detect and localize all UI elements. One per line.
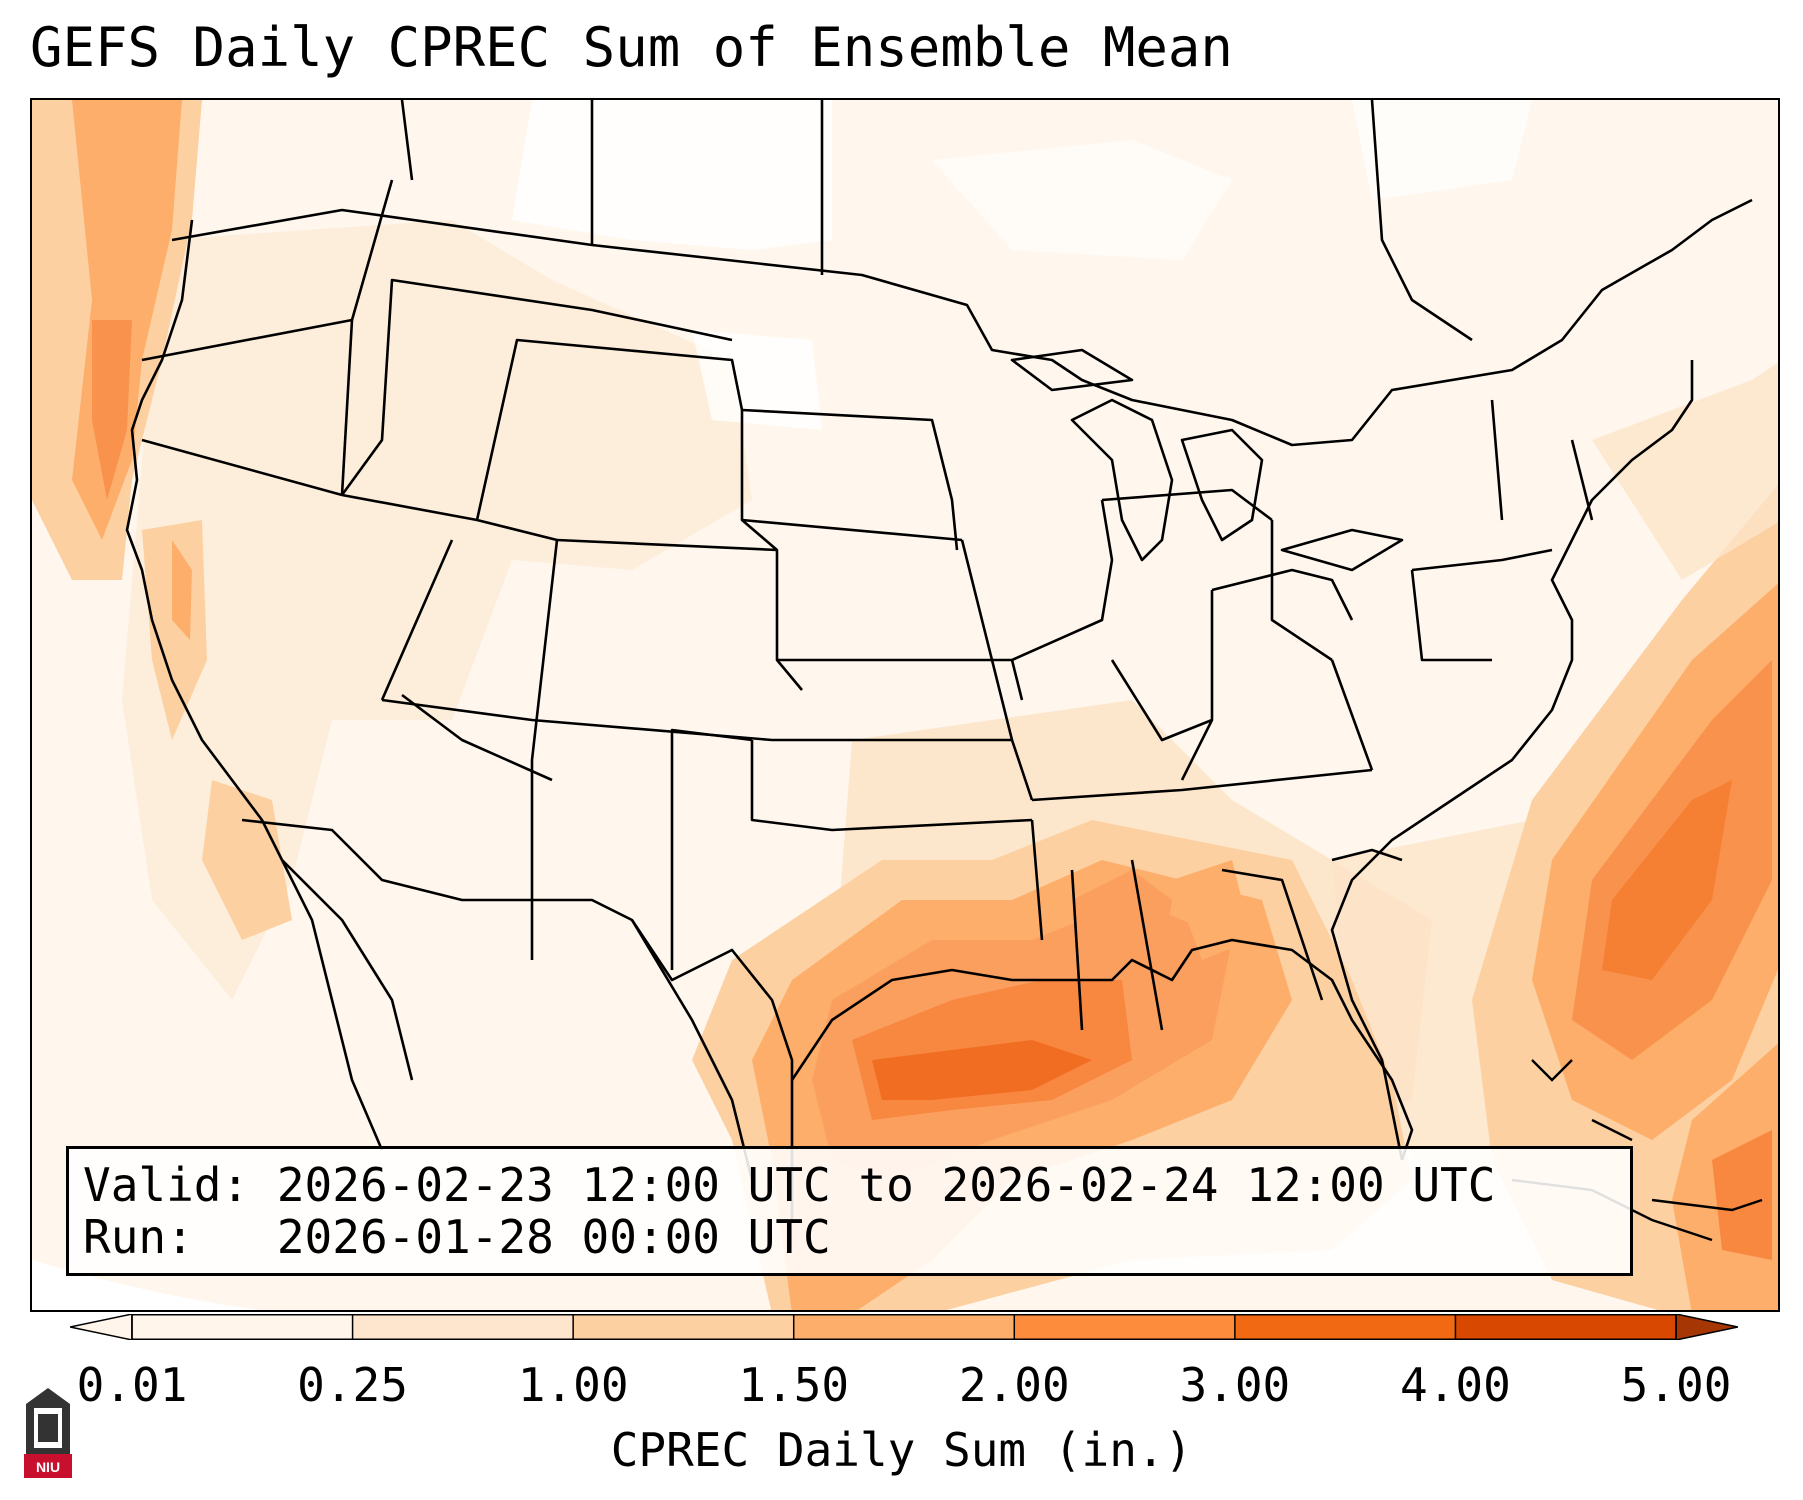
colorbar-segment [1234, 1314, 1456, 1340]
colorbar-segment [573, 1314, 795, 1340]
colorbar-tick-label: 4.00 [1400, 1358, 1511, 1412]
colorbar-segment [1455, 1314, 1677, 1340]
run-time-text: Run: 2026-01-28 00:00 UTC [83, 1210, 831, 1264]
colorbar-segment [793, 1314, 1015, 1340]
colorbar-tick-label: 3.00 [1179, 1358, 1291, 1412]
precip-field [32, 100, 1778, 1310]
colorbar-tick-label: 2.00 [958, 1358, 1070, 1412]
colorbar-segment [352, 1314, 574, 1340]
colorbar-tick-label: 0.01 [76, 1358, 188, 1412]
niu-logo-text: NIU [36, 1459, 60, 1475]
colorbar-segment [132, 1314, 354, 1340]
map-borders [125, 100, 1753, 1220]
map-title: GEFS Daily CPREC Sum of Ensemble Mean [30, 16, 1233, 79]
colorbar-label: CPREC Daily Sum (in.) [610, 1423, 1193, 1477]
colorbar-tick-label: 1.00 [517, 1358, 629, 1412]
valid-time-text: Valid: 2026-02-23 12:00 UTC to 2026-02-2… [83, 1158, 1496, 1212]
niu-logo: NIU [24, 1388, 72, 1478]
colorbar-tick-label: 1.50 [738, 1358, 850, 1412]
map-canvas [32, 100, 1778, 1310]
colorbar-segment [1014, 1314, 1236, 1340]
validity-info-box: Valid: 2026-02-23 12:00 UTC to 2026-02-2… [66, 1146, 1633, 1276]
colorbar-tick-label: 0.25 [297, 1358, 408, 1412]
colorbar-extend-min [70, 1314, 133, 1340]
colorbar-tick-label: 5.00 [1620, 1358, 1732, 1412]
colorbar-extend-max [1675, 1314, 1738, 1340]
colorbar [70, 1314, 1738, 1340]
projection-edge-left [32, 1260, 259, 1310]
precipitation-map [30, 98, 1780, 1312]
